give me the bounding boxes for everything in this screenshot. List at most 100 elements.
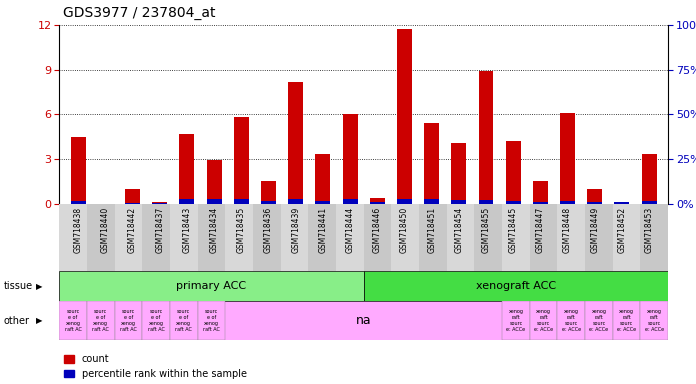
Bar <box>125 189 140 204</box>
Text: sourc
e of
xenog
raft AC: sourc e of xenog raft AC <box>148 310 164 332</box>
Bar <box>152 203 167 204</box>
Bar <box>475 204 502 271</box>
Bar <box>315 154 331 204</box>
Text: GSM718449: GSM718449 <box>590 207 599 253</box>
Bar <box>502 301 530 340</box>
Text: GSM718440: GSM718440 <box>101 207 110 253</box>
Bar <box>234 199 248 204</box>
Text: GSM718438: GSM718438 <box>74 207 83 253</box>
Text: GSM718447: GSM718447 <box>536 207 545 253</box>
Bar <box>363 204 391 271</box>
Text: GSM718436: GSM718436 <box>264 207 273 253</box>
Bar <box>170 301 198 340</box>
Text: GSM718444: GSM718444 <box>346 207 354 253</box>
Bar <box>397 199 412 204</box>
Bar <box>397 30 412 204</box>
Bar <box>336 204 364 271</box>
Text: sourc
e of
xenog
raft AC: sourc e of xenog raft AC <box>65 310 81 332</box>
Bar <box>342 114 358 204</box>
Legend: count, percentile rank within the sample: count, percentile rank within the sample <box>64 354 246 379</box>
Text: ▶: ▶ <box>36 281 42 291</box>
Text: ▶: ▶ <box>36 316 42 325</box>
Text: GSM718443: GSM718443 <box>182 207 191 253</box>
Bar <box>342 199 358 204</box>
Bar <box>533 181 548 204</box>
Text: GSM718455: GSM718455 <box>482 207 491 253</box>
Bar <box>308 204 336 271</box>
Bar <box>234 117 248 204</box>
Bar <box>447 204 475 271</box>
Bar <box>612 204 640 271</box>
Bar <box>59 204 87 271</box>
Bar <box>370 202 385 204</box>
Bar <box>419 204 447 271</box>
Bar <box>557 301 585 340</box>
Text: sourc
e of
xenog
raft AC: sourc e of xenog raft AC <box>93 310 109 332</box>
Bar <box>142 204 170 271</box>
Bar <box>506 201 521 204</box>
Bar <box>560 113 575 204</box>
Bar <box>59 301 87 340</box>
Bar <box>115 301 142 340</box>
Bar <box>612 301 640 340</box>
Text: xenog
raft
sourc
e: ACCe: xenog raft sourc e: ACCe <box>562 310 581 332</box>
Text: GSM718445: GSM718445 <box>509 207 518 253</box>
Text: xenog
raft
sourc
e: ACCe: xenog raft sourc e: ACCe <box>507 310 525 332</box>
Bar <box>261 201 276 204</box>
Bar <box>180 134 194 204</box>
Bar <box>587 189 602 204</box>
Text: GSM718450: GSM718450 <box>400 207 409 253</box>
Text: GDS3977 / 237804_at: GDS3977 / 237804_at <box>63 6 215 20</box>
Bar <box>364 271 668 301</box>
Bar <box>87 301 115 340</box>
Text: sourc
e of
xenog
raft AC: sourc e of xenog raft AC <box>175 310 192 332</box>
Bar <box>640 204 668 271</box>
Text: GSM718441: GSM718441 <box>318 207 327 253</box>
Text: xenog
raft
sourc
e: ACCe: xenog raft sourc e: ACCe <box>617 310 636 332</box>
Text: GSM718446: GSM718446 <box>373 207 381 253</box>
Text: GSM718437: GSM718437 <box>155 207 164 253</box>
Bar <box>585 301 612 340</box>
Text: xenog
raft
sourc
e: ACCe: xenog raft sourc e: ACCe <box>644 310 664 332</box>
Bar <box>71 137 86 204</box>
Bar <box>424 123 439 204</box>
Bar <box>530 204 557 271</box>
Bar <box>615 202 629 204</box>
Text: sourc
e of
xenog
raft AC: sourc e of xenog raft AC <box>120 310 137 332</box>
Bar <box>615 202 629 204</box>
Text: GSM718435: GSM718435 <box>237 207 246 253</box>
Text: GSM718442: GSM718442 <box>128 207 137 253</box>
Bar <box>533 202 548 204</box>
Bar <box>152 202 167 204</box>
Text: xenog
raft
sourc
e: ACCe: xenog raft sourc e: ACCe <box>590 310 608 332</box>
Bar <box>280 204 308 271</box>
Bar <box>288 199 303 204</box>
Bar <box>479 71 493 204</box>
Bar <box>207 161 221 204</box>
Bar <box>142 301 170 340</box>
Bar <box>642 154 656 204</box>
Text: GSM718439: GSM718439 <box>291 207 300 253</box>
Text: sourc
e of
xenog
raft AC: sourc e of xenog raft AC <box>203 310 220 332</box>
Text: GSM718452: GSM718452 <box>617 207 626 253</box>
Bar <box>506 141 521 204</box>
Text: GSM718451: GSM718451 <box>427 207 436 253</box>
Text: GSM718454: GSM718454 <box>454 207 464 253</box>
Text: na: na <box>356 314 372 327</box>
Bar <box>560 201 575 204</box>
Bar <box>530 301 557 340</box>
Bar <box>451 200 466 204</box>
Bar <box>557 204 585 271</box>
Bar <box>424 199 439 204</box>
Bar <box>198 301 226 340</box>
Text: xenograft ACC: xenograft ACC <box>476 281 556 291</box>
Text: GSM718434: GSM718434 <box>209 207 219 253</box>
Bar <box>585 204 612 271</box>
Bar <box>370 198 385 204</box>
Text: xenog
raft
sourc
e: ACCe: xenog raft sourc e: ACCe <box>534 310 553 332</box>
Bar <box>479 200 493 204</box>
Bar <box>71 201 86 204</box>
Bar <box>198 204 226 271</box>
Bar <box>642 201 656 204</box>
Text: GSM718453: GSM718453 <box>644 207 654 253</box>
